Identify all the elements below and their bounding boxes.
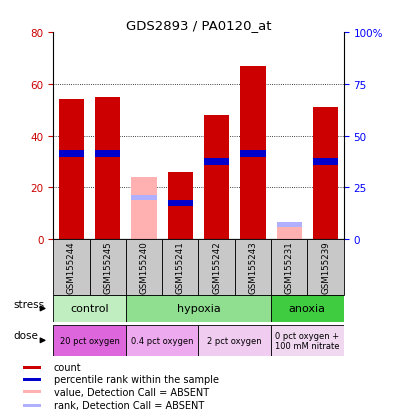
Bar: [313, 159, 338, 165]
Bar: [53, 325, 126, 356]
Text: count: count: [54, 362, 81, 372]
Bar: [162, 240, 199, 295]
Bar: [126, 295, 271, 322]
Bar: [23, 366, 41, 369]
Bar: [199, 240, 235, 295]
Bar: [240, 66, 265, 240]
Text: anoxia: anoxia: [289, 304, 326, 314]
Text: GSM155244: GSM155244: [67, 241, 76, 294]
Text: control: control: [70, 304, 109, 314]
Bar: [271, 240, 307, 295]
Text: hypoxia: hypoxia: [177, 304, 220, 314]
Text: 0 pct oxygen +
100 mM nitrate: 0 pct oxygen + 100 mM nitrate: [275, 331, 340, 350]
Bar: [307, 240, 344, 295]
Bar: [126, 325, 199, 356]
Bar: [199, 325, 271, 356]
Text: GSM155231: GSM155231: [285, 241, 294, 294]
Bar: [167, 200, 193, 206]
Text: GSM155240: GSM155240: [139, 241, 149, 294]
Bar: [240, 151, 265, 158]
Text: 0.4 pct oxygen: 0.4 pct oxygen: [131, 336, 194, 345]
Bar: [95, 151, 120, 158]
Bar: [90, 240, 126, 295]
Bar: [276, 227, 302, 240]
Bar: [167, 173, 193, 240]
Text: GSM155242: GSM155242: [212, 241, 221, 294]
Text: 20 pct oxygen: 20 pct oxygen: [60, 336, 120, 345]
Text: rank, Detection Call = ABSENT: rank, Detection Call = ABSENT: [54, 400, 204, 410]
Bar: [59, 151, 84, 158]
Text: GSM155239: GSM155239: [321, 241, 330, 294]
Bar: [53, 240, 90, 295]
Bar: [271, 295, 344, 322]
Bar: [276, 223, 302, 228]
Text: value, Detection Call = ABSENT: value, Detection Call = ABSENT: [54, 387, 209, 397]
Text: percentile rank within the sample: percentile rank within the sample: [54, 375, 219, 385]
Title: GDS2893 / PA0120_at: GDS2893 / PA0120_at: [126, 19, 271, 32]
Bar: [204, 116, 229, 240]
Bar: [126, 240, 162, 295]
Text: 2 pct oxygen: 2 pct oxygen: [207, 336, 262, 345]
Bar: [235, 240, 271, 295]
Text: dose: dose: [13, 330, 38, 340]
Bar: [23, 390, 41, 394]
Bar: [95, 97, 120, 240]
Bar: [313, 108, 338, 240]
Text: stress: stress: [13, 299, 45, 309]
Bar: [59, 100, 84, 240]
Text: GSM155245: GSM155245: [103, 241, 112, 294]
Bar: [23, 404, 41, 407]
Bar: [53, 295, 126, 322]
Bar: [132, 196, 157, 201]
Bar: [271, 325, 344, 356]
Text: GSM155243: GSM155243: [248, 241, 258, 294]
Bar: [23, 378, 41, 381]
Bar: [204, 159, 229, 165]
Bar: [132, 178, 157, 240]
Text: GSM155241: GSM155241: [176, 241, 185, 294]
